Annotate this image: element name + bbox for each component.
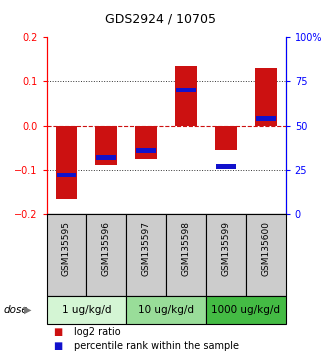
Text: 1 ug/kg/d: 1 ug/kg/d <box>62 305 111 315</box>
Text: GSM135597: GSM135597 <box>142 221 151 276</box>
Bar <box>56 173 76 177</box>
Bar <box>135 126 157 159</box>
Bar <box>256 116 276 121</box>
Bar <box>97 155 116 160</box>
Text: GSM135598: GSM135598 <box>182 221 191 276</box>
Bar <box>215 126 237 150</box>
Bar <box>206 296 286 324</box>
Text: GSM135599: GSM135599 <box>221 221 230 276</box>
Text: ▶: ▶ <box>24 305 31 315</box>
Text: 1000 ug/kg/d: 1000 ug/kg/d <box>211 305 280 315</box>
Text: GDS2924 / 10705: GDS2924 / 10705 <box>105 12 216 25</box>
Bar <box>255 68 277 126</box>
Bar <box>175 66 197 126</box>
Text: log2 ratio: log2 ratio <box>74 327 120 337</box>
Bar <box>166 214 206 296</box>
Text: GSM135600: GSM135600 <box>261 221 270 276</box>
Bar <box>126 214 166 296</box>
Bar <box>86 214 126 296</box>
Bar <box>216 164 236 169</box>
Text: ■: ■ <box>53 341 62 350</box>
Bar <box>56 126 77 199</box>
Text: GSM135596: GSM135596 <box>102 221 111 276</box>
Text: percentile rank within the sample: percentile rank within the sample <box>74 341 239 350</box>
Text: dose: dose <box>3 305 28 315</box>
Bar <box>176 88 196 92</box>
Bar <box>136 148 156 153</box>
Bar <box>206 214 246 296</box>
Bar <box>95 126 117 166</box>
Text: ■: ■ <box>53 327 62 337</box>
Bar <box>246 214 286 296</box>
Text: GSM135595: GSM135595 <box>62 221 71 276</box>
Bar <box>126 296 206 324</box>
Bar <box>47 214 86 296</box>
Bar <box>47 296 126 324</box>
Text: 10 ug/kg/d: 10 ug/kg/d <box>138 305 194 315</box>
